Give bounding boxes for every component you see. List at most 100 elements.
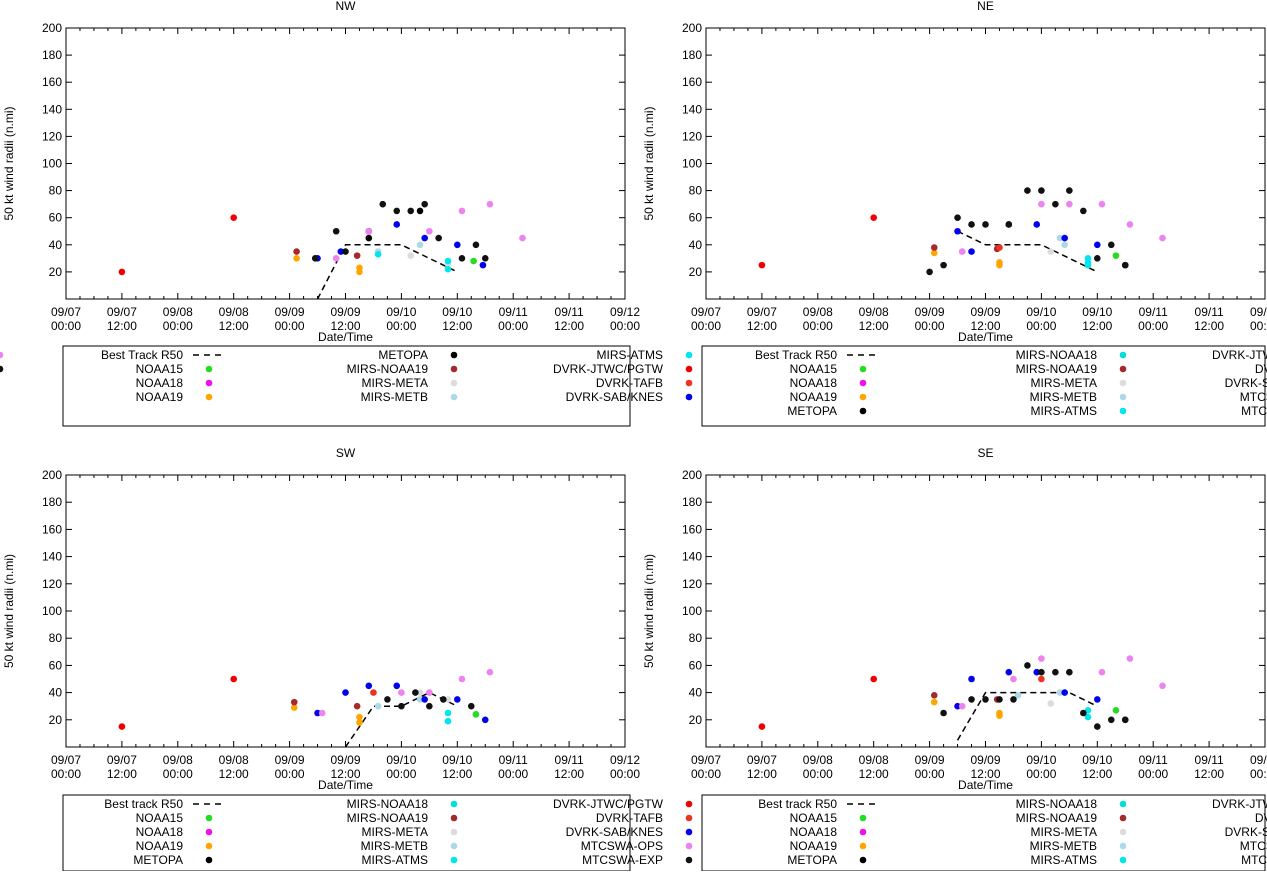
y-tick-label: 180 xyxy=(42,495,62,509)
data-point xyxy=(758,261,766,269)
y-tick-label: 200 xyxy=(42,468,62,482)
legend-label: NOAA15 xyxy=(790,362,838,376)
y-axis-label: 50 kt wind radii (n.mi) xyxy=(2,106,16,220)
x-tick-label: 00:00 xyxy=(1026,767,1056,781)
legend-box xyxy=(62,345,631,427)
legend-label: MIRS-NOAA18 xyxy=(1016,348,1098,362)
x-tick-label: 09/10 xyxy=(1082,305,1112,319)
x-tick-label: 12:00 xyxy=(219,767,249,781)
x-tick-label: 00:00 xyxy=(51,767,81,781)
legend-label: METOPA xyxy=(378,348,428,362)
legend-label: MIRS-NOAA19 xyxy=(1016,362,1098,376)
data-point xyxy=(1066,668,1073,676)
legend-marker xyxy=(450,856,458,864)
y-tick-label: 60 xyxy=(689,658,703,672)
legend-marker xyxy=(450,393,458,401)
x-tick-label: 09/08 xyxy=(163,305,193,319)
y-tick-label: 100 xyxy=(42,604,62,618)
legend-marker xyxy=(450,828,458,836)
data-point xyxy=(467,702,475,710)
y-tick-label: 100 xyxy=(682,604,702,618)
data-point xyxy=(1056,689,1064,696)
y-tick-label: 180 xyxy=(682,495,702,509)
x-tick-label: 12:00 xyxy=(747,319,777,333)
legend-label: MIRS-METB xyxy=(1030,839,1097,853)
y-axis-label: 50 kt wind radii (n.mi) xyxy=(2,554,16,668)
data-point xyxy=(444,265,452,273)
legend-marker xyxy=(205,842,213,850)
legend-marker xyxy=(450,800,458,808)
data-point xyxy=(996,696,1003,703)
y-tick-label: 160 xyxy=(682,75,702,89)
legend-marker xyxy=(1119,407,1127,415)
data-point xyxy=(930,249,938,257)
y-tick-label: 20 xyxy=(49,265,63,279)
legend-label: NOAA15 xyxy=(136,811,184,825)
data-point xyxy=(230,675,237,683)
legend-label: DVRK-JTWC/PGTW xyxy=(1212,348,1267,362)
legend-marker xyxy=(1119,842,1127,850)
legend-label: MTCSWA-OPS xyxy=(1240,839,1267,853)
legend-label: MIRS-NOAA19 xyxy=(347,811,429,825)
legend-label: NOAA15 xyxy=(136,362,184,376)
data-point xyxy=(118,723,126,730)
legend-label: NOAA19 xyxy=(136,839,184,853)
y-tick-label: 160 xyxy=(42,522,62,536)
x-tick-label: 09/08 xyxy=(859,753,889,767)
data-point xyxy=(940,709,947,717)
data-point xyxy=(1121,716,1129,724)
legend-marker xyxy=(205,814,213,822)
data-point xyxy=(412,689,419,696)
data-point xyxy=(958,702,966,710)
plot-area xyxy=(758,187,1166,276)
legend-marker xyxy=(205,828,213,836)
legend-marker xyxy=(450,351,458,359)
y-tick-label: 40 xyxy=(49,238,63,252)
legend-marker xyxy=(205,365,213,373)
legend-marker xyxy=(859,407,867,415)
x-tick-label: 09/11 xyxy=(555,753,584,767)
data-point xyxy=(398,689,405,696)
x-tick-label: 09/10 xyxy=(386,753,416,767)
data-point xyxy=(1126,655,1134,662)
x-tick-label: 09/10 xyxy=(1026,305,1056,319)
legend-label: MTCSWA-EXP xyxy=(1241,404,1267,418)
data-point xyxy=(1066,200,1073,208)
x-tick-label: 00:00 xyxy=(915,767,945,781)
data-point xyxy=(926,268,933,276)
x-tick-label: 09/09 xyxy=(275,753,305,767)
x-tick-label: 12:00 xyxy=(859,319,889,333)
legend-label: DVRK-SAB/KNES xyxy=(1225,825,1267,839)
y-tick-label: 180 xyxy=(682,48,702,62)
data-point xyxy=(416,689,424,696)
data-point xyxy=(1094,241,1101,249)
x-tick-label: 09/10 xyxy=(1026,753,1056,767)
y-tick-label: 60 xyxy=(49,211,63,225)
legend-label: MIRS-META xyxy=(1031,376,1097,390)
legend-marker xyxy=(1119,393,1127,401)
y-tick-label: 80 xyxy=(689,184,703,198)
legend-label: DVRK-TAFB xyxy=(596,811,663,825)
x-tick-label: 00:00 xyxy=(498,319,528,333)
x-tick-label: 09/09 xyxy=(330,305,360,319)
y-axis-label: 50 kt wind radii (n.mi) xyxy=(642,554,656,668)
chart-title: NW xyxy=(336,0,357,13)
legend-marker xyxy=(859,842,867,850)
legend-marker xyxy=(685,856,693,864)
legend-label: DVRK-SAB/KNES xyxy=(566,390,663,404)
x-tick-label: 09/08 xyxy=(163,753,193,767)
x-tick-label: 09/11 xyxy=(555,305,584,319)
x-tick-label: 09/07 xyxy=(107,753,137,767)
data-point xyxy=(458,255,466,262)
x-tick-label: 12:00 xyxy=(442,767,472,781)
x-tick-label: 00:00 xyxy=(163,767,193,781)
data-point xyxy=(1080,207,1087,215)
y-tick-label: 140 xyxy=(682,550,702,564)
y-tick-label: 120 xyxy=(682,577,702,591)
data-point xyxy=(384,696,391,703)
data-point xyxy=(1024,187,1031,194)
legend-marker xyxy=(859,393,867,401)
chart-title: SE xyxy=(977,446,993,460)
legend-label: DVRK-JTWC/PGTW xyxy=(553,362,664,376)
plot-area xyxy=(118,200,526,299)
